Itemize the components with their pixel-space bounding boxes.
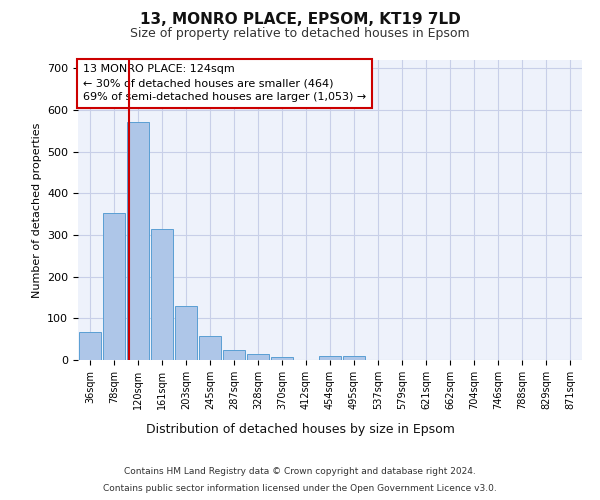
Text: 13, MONRO PLACE, EPSOM, KT19 7LD: 13, MONRO PLACE, EPSOM, KT19 7LD xyxy=(140,12,460,28)
Bar xyxy=(79,332,101,360)
Text: Contains HM Land Registry data © Crown copyright and database right 2024.: Contains HM Land Registry data © Crown c… xyxy=(124,468,476,476)
Bar xyxy=(175,306,197,360)
Text: Distribution of detached houses by size in Epsom: Distribution of detached houses by size … xyxy=(146,422,454,436)
Text: Contains public sector information licensed under the Open Government Licence v3: Contains public sector information licen… xyxy=(103,484,497,493)
Bar xyxy=(223,350,245,360)
Bar xyxy=(103,214,125,360)
Bar xyxy=(199,336,221,360)
Text: 13 MONRO PLACE: 124sqm
← 30% of detached houses are smaller (464)
69% of semi-de: 13 MONRO PLACE: 124sqm ← 30% of detached… xyxy=(83,64,366,102)
Y-axis label: Number of detached properties: Number of detached properties xyxy=(32,122,41,298)
Bar xyxy=(319,356,341,360)
Text: Size of property relative to detached houses in Epsom: Size of property relative to detached ho… xyxy=(130,28,470,40)
Bar xyxy=(271,356,293,360)
Bar xyxy=(151,229,173,360)
Bar xyxy=(127,122,149,360)
Bar xyxy=(247,354,269,360)
Bar xyxy=(343,356,365,360)
